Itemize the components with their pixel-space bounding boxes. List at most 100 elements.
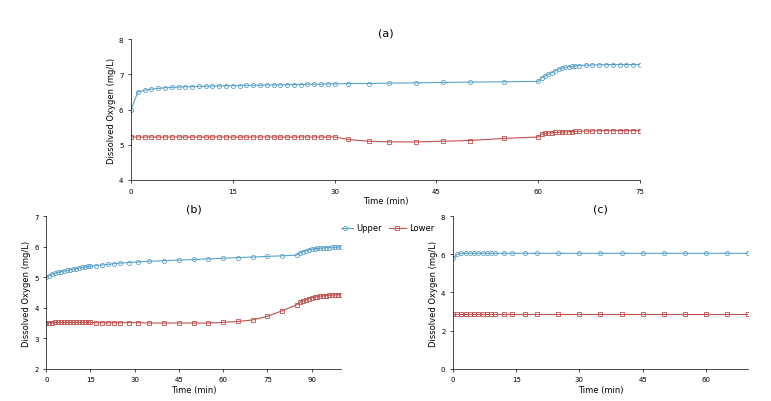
Lower <box>133 320 143 325</box>
Upper <box>449 256 458 261</box>
Upper <box>635 63 645 68</box>
Lower <box>295 300 305 305</box>
X-axis label: Time (min): Time (min) <box>362 197 409 206</box>
Lower <box>520 312 530 316</box>
Upper <box>322 245 331 250</box>
Lower <box>98 320 107 325</box>
Upper <box>478 251 487 256</box>
Title: (c): (c) <box>593 205 608 215</box>
Upper <box>470 251 479 256</box>
Lower <box>334 292 343 297</box>
Lower <box>384 140 393 145</box>
Lower <box>53 320 62 325</box>
Upper <box>313 247 322 251</box>
Lower <box>145 321 154 326</box>
Lower <box>194 135 204 140</box>
Upper <box>490 251 500 256</box>
Upper <box>98 263 107 268</box>
Upper <box>500 80 509 85</box>
Upper <box>174 258 183 263</box>
Upper <box>331 245 340 250</box>
Upper <box>680 251 689 256</box>
Lower <box>554 312 563 316</box>
Upper <box>336 245 345 250</box>
Line: Lower: Lower <box>129 129 642 145</box>
Upper <box>292 253 301 258</box>
Y-axis label: Dissolved Oxygen (mg/L): Dissolved Oxygen (mg/L) <box>429 240 438 346</box>
Lower <box>45 320 54 325</box>
Lower <box>482 312 491 316</box>
Lower <box>62 320 72 325</box>
Lower <box>331 293 340 298</box>
Lower <box>507 312 517 316</box>
Lower <box>490 312 500 316</box>
Lower <box>109 320 119 325</box>
Upper <box>234 255 243 260</box>
Lower <box>325 293 334 298</box>
Upper <box>62 268 72 273</box>
Lower <box>124 320 133 325</box>
Lower <box>263 314 272 319</box>
Lower <box>635 129 645 134</box>
Upper <box>318 246 328 251</box>
Lower <box>301 298 310 302</box>
Upper <box>334 245 343 250</box>
Upper <box>520 251 530 256</box>
Lower <box>92 320 101 325</box>
Lower <box>83 320 93 325</box>
Lower <box>116 320 125 325</box>
Lower <box>461 312 470 316</box>
Upper <box>465 251 474 256</box>
Lower <box>680 312 689 316</box>
Upper <box>617 251 626 256</box>
Upper <box>86 264 95 269</box>
Upper <box>83 264 93 269</box>
Upper <box>194 85 204 89</box>
Lower <box>204 321 213 326</box>
Line: Upper: Upper <box>129 63 642 112</box>
Upper <box>124 261 133 265</box>
Lower <box>617 312 626 316</box>
Upper <box>50 271 59 276</box>
Upper <box>77 265 86 270</box>
Lower <box>478 312 487 316</box>
Lower <box>42 321 51 326</box>
Upper <box>601 63 611 68</box>
Upper <box>48 272 57 277</box>
Upper <box>533 251 542 256</box>
Upper <box>722 251 732 256</box>
Lower <box>160 321 169 326</box>
Lower <box>66 320 75 325</box>
Lower <box>174 321 183 326</box>
Upper <box>56 269 66 274</box>
Upper <box>262 83 271 88</box>
Lower <box>594 129 604 134</box>
X-axis label: Time (min): Time (min) <box>171 385 217 394</box>
Lower <box>126 135 136 140</box>
Lower <box>322 294 331 298</box>
Lower <box>638 312 647 316</box>
Upper <box>499 251 508 256</box>
Lower <box>316 294 325 299</box>
Title: (b): (b) <box>186 205 201 215</box>
Title: (a): (a) <box>378 28 393 38</box>
Lower <box>533 312 542 316</box>
Lower <box>77 320 86 325</box>
Upper <box>53 270 62 275</box>
Lower <box>48 320 57 325</box>
Lower <box>722 312 732 316</box>
Lower <box>298 299 308 304</box>
Lower <box>465 312 474 316</box>
Upper <box>453 252 462 257</box>
Upper <box>310 247 319 251</box>
Upper <box>457 251 466 256</box>
Upper <box>66 268 75 273</box>
Upper <box>228 84 237 89</box>
Lower <box>328 293 337 298</box>
Upper <box>248 255 258 260</box>
Upper <box>307 247 316 252</box>
Upper <box>42 275 51 280</box>
Upper <box>80 265 89 270</box>
Lower <box>534 135 543 140</box>
Lower <box>310 295 319 300</box>
